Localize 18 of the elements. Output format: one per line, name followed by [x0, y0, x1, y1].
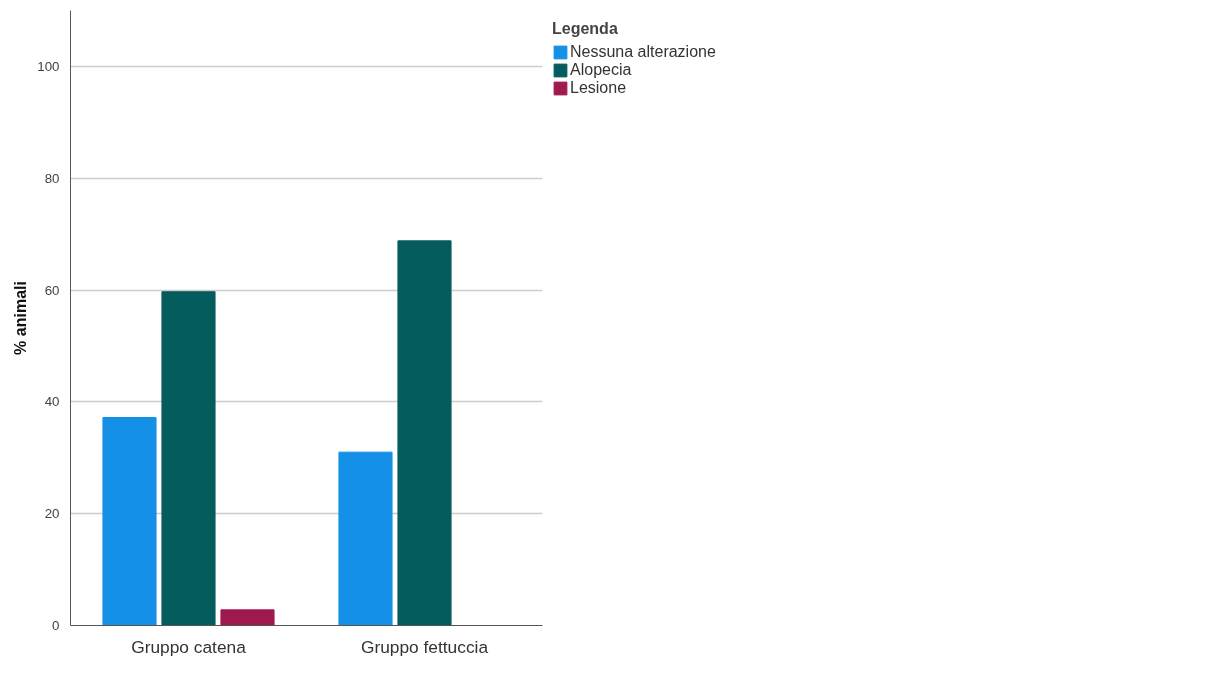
x-tick-label: Gruppo fettuccia — [360, 636, 489, 657]
legend-label: Nessuna alterazione — [570, 43, 716, 61]
y-tick-label: 80 — [44, 170, 60, 186]
y-tick-label: 20 — [44, 506, 60, 522]
legend-title: Legenda — [552, 20, 619, 38]
x-tick-label: Gruppo catena — [131, 636, 247, 657]
bar — [397, 240, 452, 626]
y-tick-label: 60 — [44, 282, 60, 298]
y-tick-label: 0 — [52, 618, 60, 633]
y-tick-label: 40 — [44, 394, 60, 410]
legend-label: Alopecia — [570, 61, 632, 79]
y-tick-label: 100 — [37, 58, 60, 74]
bar — [161, 291, 216, 626]
legend-label: Lesione — [570, 79, 627, 97]
bar — [102, 417, 157, 626]
y-axis-title: % animali — [12, 281, 30, 355]
bar — [220, 609, 275, 626]
bar — [338, 451, 393, 626]
